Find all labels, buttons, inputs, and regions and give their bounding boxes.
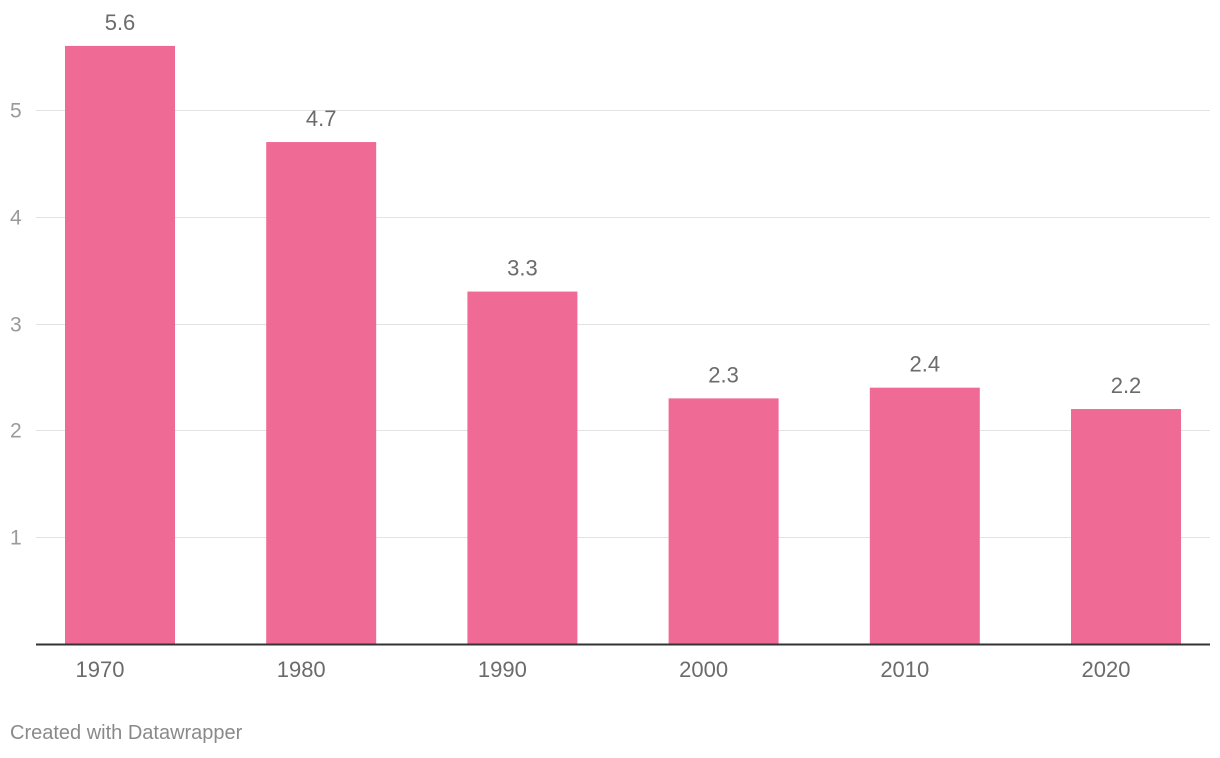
y-tick-label: 3 — [10, 314, 22, 337]
bar — [668, 398, 779, 644]
x-tick-label: 1990 — [478, 657, 527, 682]
x-tick-label: 2000 — [679, 657, 728, 682]
y-tick-label: 1 — [10, 527, 22, 550]
bar-value-label: 4.7 — [306, 106, 337, 131]
bar — [1071, 409, 1181, 644]
y-tick-label: 2 — [10, 420, 22, 443]
bar-value-label: 2.4 — [910, 352, 941, 377]
bars — [65, 45, 1181, 645]
bar — [65, 45, 175, 645]
bar — [869, 387, 980, 644]
y-tick-label: 4 — [10, 207, 22, 230]
x-tick-label: 2010 — [880, 657, 929, 682]
x-tick-label: 2020 — [1082, 657, 1131, 682]
bar-value-label: 5.6 — [105, 10, 136, 35]
bar-value-label: 2.2 — [1111, 373, 1142, 398]
bar — [266, 142, 377, 645]
value-labels: 5.6 4.7 3.3 2.3 2.4 2.2 — [105, 10, 1142, 398]
x-axis-labels: 1970 1980 1990 2000 2010 2020 — [76, 657, 1131, 682]
y-tick-label: 5 — [10, 100, 22, 123]
datawrapper-credit: Created with Datawrapper — [10, 722, 243, 744]
gridlines — [36, 110, 1210, 538]
bar — [467, 291, 578, 644]
x-tick-label: 1980 — [277, 657, 326, 682]
x-tick-label: 1970 — [76, 657, 125, 682]
bar-value-label: 3.3 — [507, 256, 538, 281]
bar-value-label: 2.3 — [708, 362, 739, 387]
y-axis-ticks: 1 2 3 4 5 — [10, 100, 22, 550]
